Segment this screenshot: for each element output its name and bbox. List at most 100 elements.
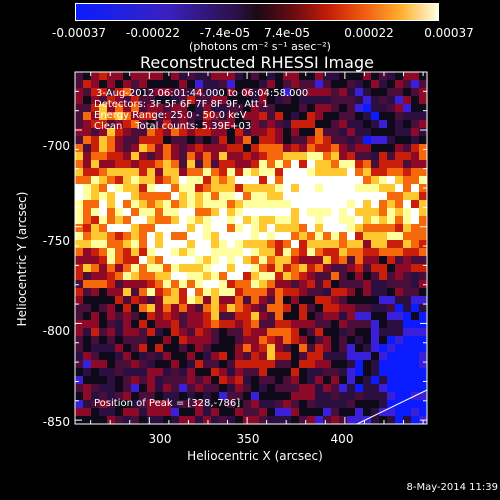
heatmap-cell (251, 320, 260, 329)
heatmap-cell (115, 408, 124, 417)
heatmap-cell (299, 392, 308, 401)
heatmap-cell (91, 312, 100, 321)
heatmap-cell (155, 240, 164, 249)
heatmap-cell (331, 392, 340, 401)
heatmap-cell (355, 168, 364, 177)
heatmap-cell (419, 256, 428, 265)
heatmap-cell (83, 368, 92, 377)
heatmap-cell (291, 104, 300, 113)
heatmap-cell (147, 408, 156, 417)
heatmap-cell (387, 264, 396, 273)
heatmap-cell (163, 312, 172, 321)
heatmap-cell (139, 152, 148, 161)
heatmap-cell (203, 104, 212, 113)
heatmap-cell (403, 320, 412, 329)
heatmap-cell (347, 144, 356, 153)
heatmap-cell (171, 280, 180, 289)
heatmap-cell (251, 88, 260, 97)
heatmap-cell (347, 248, 356, 257)
heatmap-cell (235, 120, 244, 129)
heatmap-cell (171, 344, 180, 353)
heatmap-cell (123, 328, 132, 337)
heatmap-cell (307, 200, 316, 209)
heatmap-cell (275, 360, 284, 369)
heatmap-cell (379, 248, 388, 257)
heatmap-cell (267, 256, 276, 265)
heatmap-cell (267, 376, 276, 385)
heatmap-cell (315, 136, 324, 145)
heatmap-cell (323, 96, 332, 105)
heatmap-cell (363, 192, 372, 201)
heatmap-cell (115, 104, 124, 113)
heatmap-cell (411, 88, 420, 97)
heatmap-cell (211, 160, 220, 169)
heatmap-cell (219, 352, 228, 361)
heatmap-cell (355, 376, 364, 385)
heatmap-cell (371, 232, 380, 241)
heatmap-cell (187, 184, 196, 193)
heatmap-cell (363, 216, 372, 225)
heatmap-cell (195, 240, 204, 249)
heatmap-cell (219, 224, 228, 233)
heatmap-cell (395, 304, 404, 313)
heatmap-cell (83, 248, 92, 257)
heatmap-cell (203, 184, 212, 193)
heatmap-cell (203, 288, 212, 297)
heatmap-cell (155, 416, 164, 425)
heatmap-cell (371, 288, 380, 297)
heatmap-cell (83, 400, 92, 409)
heatmap-cell (131, 296, 140, 305)
heatmap-cell (219, 264, 228, 273)
heatmap-cell (131, 112, 140, 121)
heatmap-cell (355, 200, 364, 209)
heatmap-cell (267, 352, 276, 361)
heatmap-cell (291, 160, 300, 169)
heatmap-cell (171, 160, 180, 169)
heatmap-cell (171, 368, 180, 377)
heatmap-cell (363, 320, 372, 329)
heatmap-cell (331, 184, 340, 193)
heatmap-cell (339, 176, 348, 185)
heatmap-cell (203, 352, 212, 361)
heatmap-cell (315, 272, 324, 281)
heatmap-cell (91, 200, 100, 209)
heatmap-cell (283, 104, 292, 113)
heatmap-cell (347, 184, 356, 193)
heatmap-cell (403, 80, 412, 89)
heatmap-cell (275, 88, 284, 97)
heatmap-cell (99, 384, 108, 393)
heatmap-cell (347, 136, 356, 145)
heatmap-cell (291, 232, 300, 241)
heatmap-cell (131, 384, 140, 393)
heatmap-cell (395, 312, 404, 321)
heatmap-cell (203, 176, 212, 185)
heatmap-cell (163, 88, 172, 97)
heatmap-cell (419, 176, 428, 185)
heatmap-cell (315, 232, 324, 241)
heatmap-cell (187, 88, 196, 97)
heatmap-cell (115, 248, 124, 257)
heatmap-cell (83, 304, 92, 313)
heatmap-cell (99, 312, 108, 321)
heatmap-cell (155, 208, 164, 217)
heatmap-cell (259, 328, 268, 337)
heatmap-cell (251, 384, 260, 393)
heatmap-cell (355, 256, 364, 265)
heatmap-cell (347, 400, 356, 409)
heatmap-cell (163, 192, 172, 201)
heatmap-cell (251, 184, 260, 193)
heatmap-cell (203, 200, 212, 209)
heatmap-cell (387, 320, 396, 329)
heatmap-cell (323, 104, 332, 113)
heatmap-cell (147, 128, 156, 137)
heatmap-cell (403, 120, 412, 129)
heatmap-cell (347, 200, 356, 209)
heatmap-cell (275, 416, 284, 425)
heatmap-cell (251, 72, 260, 81)
heatmap-cell (203, 160, 212, 169)
heatmap-cell (339, 416, 348, 425)
heatmap-cell (179, 144, 188, 153)
heatmap-cell (171, 112, 180, 121)
heatmap-cell (347, 312, 356, 321)
heatmap-cell (147, 176, 156, 185)
